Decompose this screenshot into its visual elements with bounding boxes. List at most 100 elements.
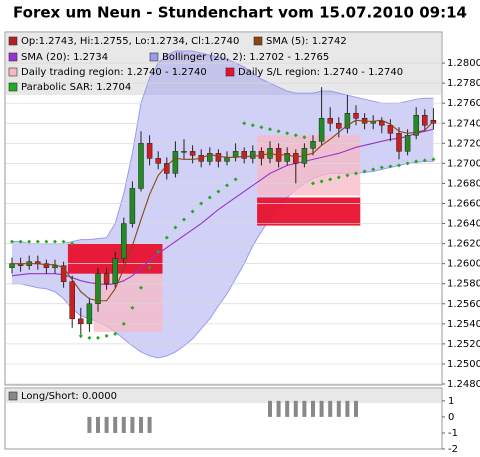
candle-body (60, 265, 67, 282)
sar-dot (225, 183, 229, 188)
bar (121, 416, 126, 433)
candle-body (241, 151, 247, 159)
sar-dot (250, 123, 255, 128)
candle-body (112, 258, 118, 284)
y-tick-label: 1.2660 (447, 198, 480, 209)
candle-body (224, 157, 230, 162)
bar (130, 416, 135, 433)
candle-body (310, 141, 316, 149)
y-tick-label: 1.2540 (447, 319, 480, 330)
sar-dot (422, 158, 427, 163)
sar-dot (259, 125, 264, 130)
candle-body (129, 188, 136, 224)
legend-swatch (8, 36, 18, 46)
legend-label: Daily S/L region: 1.2740 - 1.2740 (238, 67, 403, 78)
bar (276, 400, 281, 417)
sar-dot (345, 173, 350, 178)
sar-dot (104, 333, 109, 338)
sar-dot (44, 239, 49, 244)
lower-legend-box (6, 389, 441, 403)
region (257, 197, 361, 226)
candle-body (138, 143, 144, 189)
sar-dot (311, 181, 315, 186)
bar (139, 416, 143, 433)
sar-dot (35, 239, 40, 244)
candle-body (387, 125, 394, 134)
sar-dot (242, 121, 247, 126)
bar (113, 416, 118, 433)
sar-dot (362, 169, 367, 174)
legend-swatch (8, 391, 18, 401)
candle-body (207, 153, 213, 162)
sar-dot (130, 305, 135, 310)
sar-dot (233, 177, 238, 182)
y-tick-label: 1.2680 (447, 178, 480, 189)
sar-dot (18, 239, 23, 244)
bar (285, 400, 290, 417)
y-tick-label: 1.2740 (447, 118, 480, 129)
y-tick-label: 0 (448, 412, 454, 423)
sar-dot (336, 175, 341, 180)
indicator-title: Long/Short: 0.0000 (21, 391, 117, 402)
y-tick-label: 1.2620 (447, 239, 480, 250)
sar-dot (319, 179, 324, 184)
bar (302, 400, 307, 417)
bar (268, 400, 272, 417)
candle-body (69, 281, 75, 320)
sar-dot (173, 225, 178, 230)
sar-dot (139, 285, 143, 290)
line-series (11, 128, 434, 286)
sar-dot (276, 129, 281, 134)
sar-dot (371, 167, 376, 172)
candle-body (379, 121, 385, 126)
candle-body (52, 265, 58, 268)
candle-body (43, 263, 50, 268)
legend-box (6, 33, 441, 95)
candle-body (318, 117, 325, 142)
y-tick-label: 1 (448, 396, 454, 407)
legend-label: SMA (5): 1.2742 (266, 36, 347, 47)
candle-body (293, 153, 299, 164)
candle-body (353, 112, 359, 119)
candle-body (232, 151, 239, 158)
candle-body (250, 151, 256, 159)
legend-swatch (253, 36, 263, 46)
sar-dot (216, 189, 221, 194)
y-tick-label: 1.2520 (447, 339, 480, 350)
y-tick-label: 1.2560 (447, 299, 480, 310)
y-tick-label: 1.2580 (447, 279, 480, 290)
bar (96, 416, 100, 433)
candle-body (181, 151, 187, 153)
sar-dot (164, 235, 169, 240)
candle-body (189, 151, 196, 156)
y-tick-label: 1.2800 (447, 58, 480, 69)
candle-body (78, 318, 84, 325)
sar-dot (182, 217, 186, 222)
y-tick-label: 1.2760 (447, 98, 480, 109)
candle-body (215, 153, 222, 162)
y-tick-label: 1.2480 (447, 379, 480, 390)
sar-dot (121, 321, 126, 326)
sar-dot (397, 163, 401, 168)
bar (319, 400, 324, 417)
sar-dot (190, 209, 195, 214)
candle-body (121, 223, 127, 259)
candle-body (86, 303, 93, 325)
bar (328, 400, 333, 417)
legend-label: Bollinger (20, 2): 1.2702 - 1.2765 (162, 52, 329, 63)
region (257, 135, 361, 196)
y-tick-label: 1.2500 (447, 359, 480, 370)
y-tick-label: 1.2720 (447, 138, 480, 149)
legend-label: Daily trading region: 1.2740 - 1.2740 (21, 67, 207, 78)
sar-dot (147, 265, 152, 270)
candle-body (336, 123, 342, 129)
legend-swatch (149, 52, 159, 62)
legend-label: Op:1.2743, Hi:1.2755, Lo:1.2734, Cl:1.27… (21, 36, 239, 47)
y-tick-label: -1 (448, 428, 458, 439)
candle-body (103, 273, 110, 284)
sar-dot (414, 159, 419, 164)
sar-dot (78, 333, 83, 338)
bar (345, 400, 350, 417)
candle-body (327, 117, 333, 124)
